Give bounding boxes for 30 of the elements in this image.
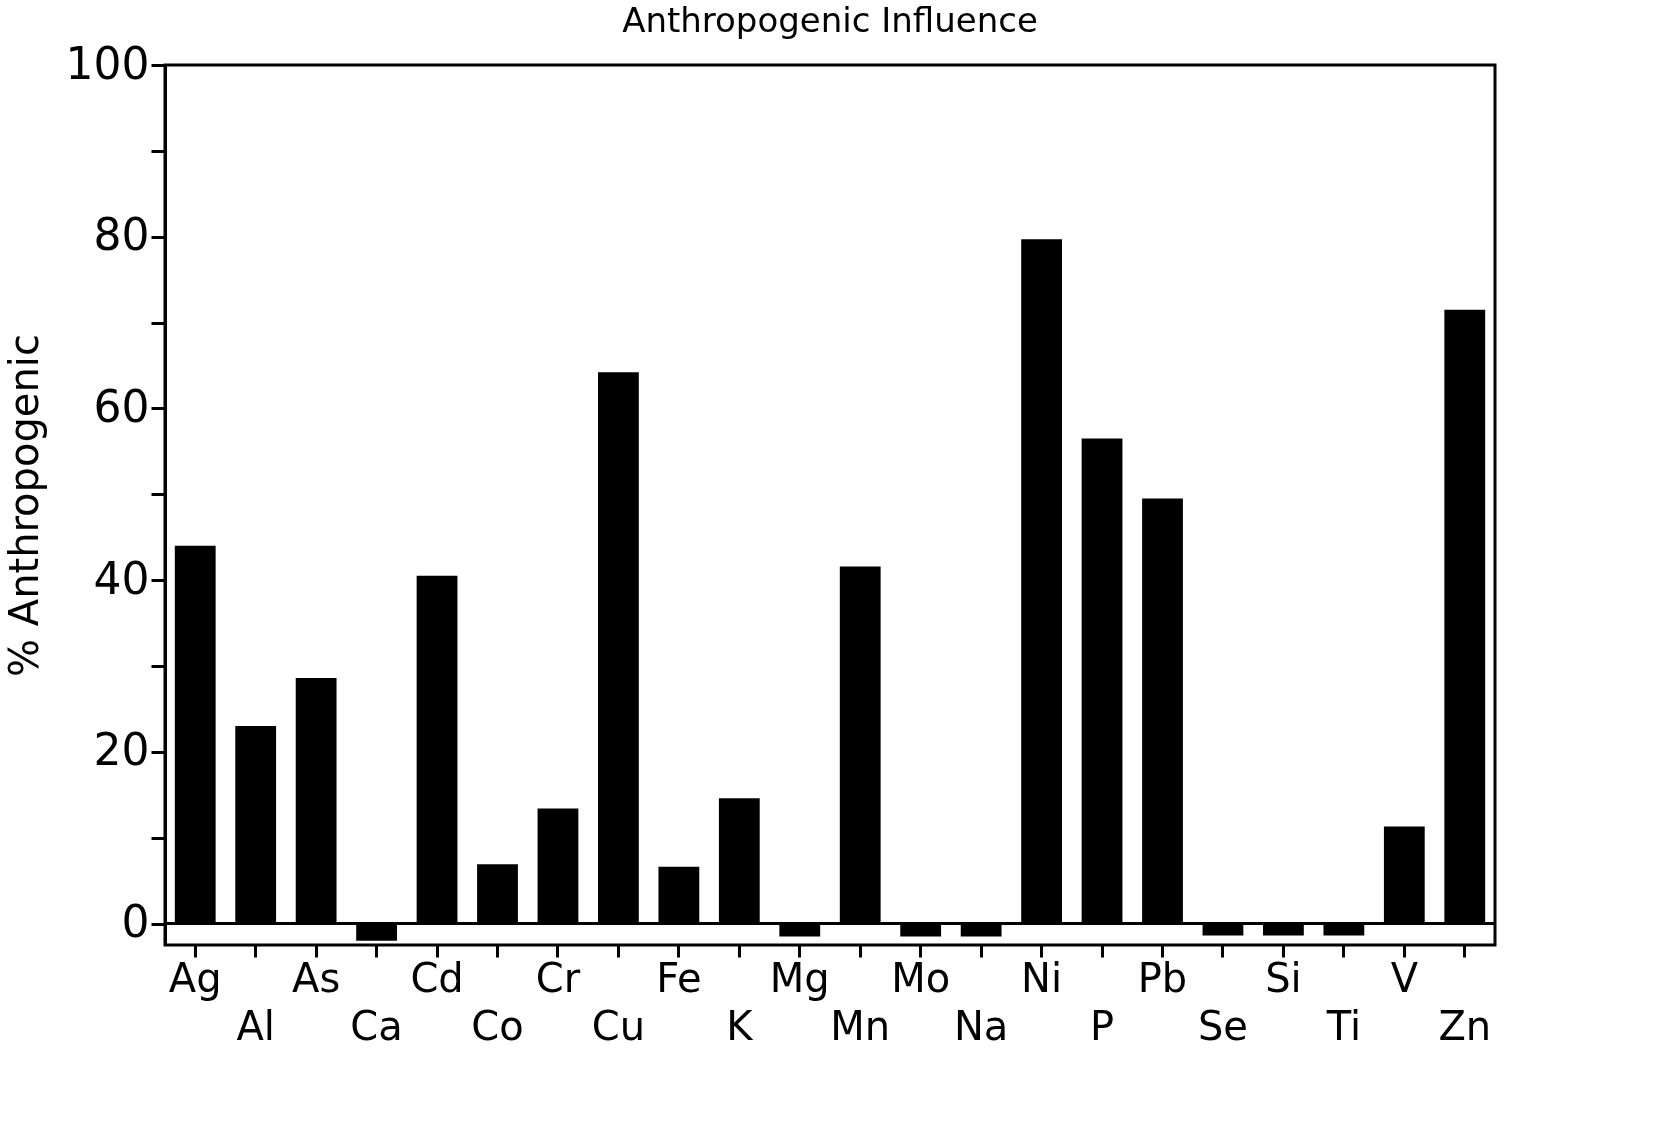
x-tick-label: Se (1197, 1002, 1248, 1049)
x-tick-label: Ca (350, 1002, 403, 1049)
x-tick-label: Na (953, 1002, 1009, 1049)
x-tick-label: Cu (591, 1002, 646, 1049)
x-tick-label: Si (1265, 954, 1302, 1001)
x-tick-label: Cd (410, 954, 464, 1001)
x-tick-label: Ti (1325, 1002, 1362, 1049)
y-tick-label: 20 (93, 724, 150, 776)
y-tick-label: 0 (121, 896, 150, 948)
x-tick-label: Fe (656, 954, 702, 1001)
x-tick-label: Cr (535, 954, 581, 1001)
x-tick-label: Co (471, 1002, 524, 1049)
x-tick-label: K (726, 1002, 755, 1049)
x-tick-label: Pb (1137, 954, 1188, 1001)
chart-title: Anthropogenic Influence (622, 0, 1038, 40)
x-tick-label: Zn (1438, 1002, 1492, 1049)
x-tick-label: Ag (168, 954, 222, 1001)
x-tick-label: V (1390, 954, 1419, 1001)
x-tick-label: Ni (1021, 954, 1063, 1001)
x-tick-label: Mo (891, 954, 951, 1001)
y-axis-title: % Anthropogenic (0, 334, 47, 677)
x-tick-label: Mn (830, 1002, 891, 1049)
y-tick-label: 100 (65, 37, 150, 89)
y-tick-label: 60 (93, 380, 150, 432)
x-tick-label: Al (236, 1002, 275, 1049)
x-tick-label: P (1089, 1002, 1115, 1049)
x-tick-label: Mg (769, 954, 830, 1001)
y-tick-label: 40 (93, 552, 150, 604)
x-tick-label: As (292, 954, 341, 1001)
y-tick-label: 80 (93, 209, 150, 261)
